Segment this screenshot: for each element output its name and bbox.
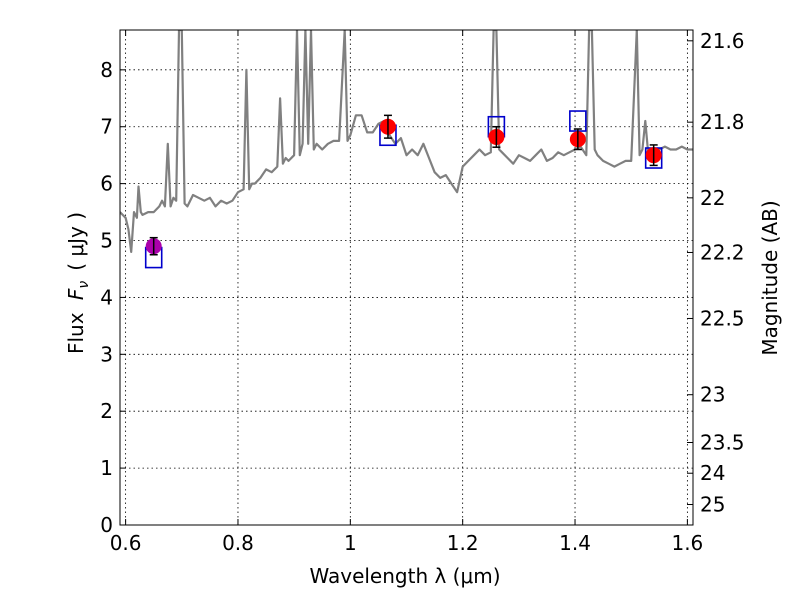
x-tick-label: 0.6 <box>110 531 142 555</box>
spectrum-line <box>120 30 693 253</box>
y-tick-label: 3 <box>100 342 113 366</box>
plot-frame <box>119 29 694 526</box>
y2-tick-label: 21.6 <box>700 29 745 53</box>
x-tick-label: 0.8 <box>222 531 254 555</box>
y2-tick-label: 22.5 <box>700 306 745 330</box>
y-tick-label: 1 <box>100 456 113 480</box>
x-tick-label: 1.6 <box>671 531 703 555</box>
y-tick-label: 6 <box>100 172 113 196</box>
points-layer <box>144 110 663 269</box>
x-tick-label: 1.2 <box>447 531 479 555</box>
y2-tick-label: 25 <box>700 493 725 517</box>
y2-tick-label: 23 <box>700 383 725 407</box>
y-tick-label: 8 <box>100 58 113 82</box>
y-tick-label: 4 <box>100 285 113 309</box>
grid-layer <box>120 30 693 525</box>
y-axis-label-subscript: ν <box>76 281 92 289</box>
x-tick-label: 1.4 <box>559 531 591 555</box>
y-tick-label: 0 <box>100 513 113 537</box>
x-tick-label: 1 <box>344 531 357 555</box>
y2-tick-label: 21.8 <box>700 110 745 134</box>
y2-tick-label: 22 <box>700 186 725 210</box>
spectrum-layer <box>120 30 693 253</box>
model-flux-square <box>569 110 587 132</box>
y2-tick-label: 24 <box>700 461 725 485</box>
y-axis-label: Flux Fν ( μJy ) <box>64 212 92 354</box>
y-tick-label: 5 <box>100 229 113 253</box>
x-axis-label: Wavelength λ (μm) <box>309 564 500 588</box>
y2-axis-label: Magnitude (AB) <box>758 200 782 355</box>
y2-tick-label: 23.5 <box>700 431 745 455</box>
y2-tick-label: 22.2 <box>700 240 745 264</box>
y-axis-label-symbol: F <box>64 288 88 300</box>
axes-layer: 0.6 0.8 1 1.2 1.4 1.601234567821.621.82222.22… <box>100 29 744 555</box>
y-axis-label-prefix: Flux <box>64 306 88 354</box>
y-tick-label: 7 <box>100 115 113 139</box>
y-axis-label-unit: ( μJy ) <box>64 212 88 271</box>
y-tick-label: 2 <box>100 399 113 423</box>
